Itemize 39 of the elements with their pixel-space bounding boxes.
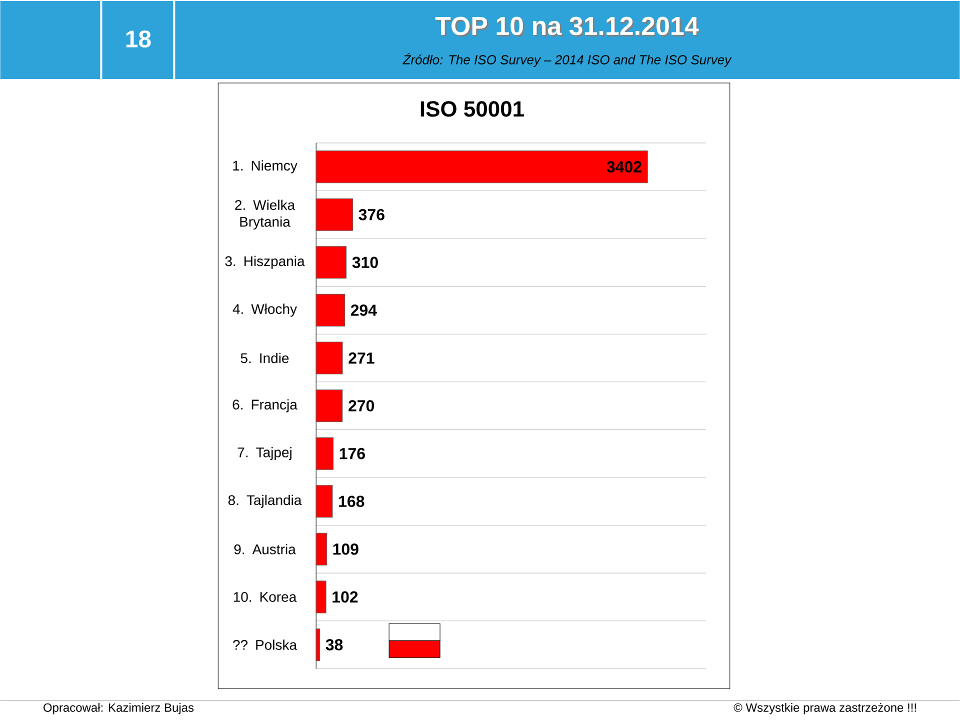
data-label: 102	[332, 592, 358, 603]
data-label: 310	[352, 256, 378, 268]
data-label: 168	[339, 496, 364, 508]
bar	[316, 485, 333, 518]
chart-subtitle: ISO 50001	[420, 101, 524, 117]
chart-title: TOP 10 na 31.12.2014	[436, 18, 700, 37]
bar	[316, 580, 326, 614]
data-label: 376	[358, 209, 384, 220]
text: © Wszystkie prawa zastrzeżone !!!	[734, 703, 916, 714]
y-tick-label: 4. Włochy	[232, 304, 297, 317]
y-tick-label: 1. Niemcy	[233, 160, 298, 174]
y-tick-label: ?? Polska	[233, 640, 298, 650]
bar	[316, 294, 346, 327]
bar	[316, 198, 353, 232]
text: 18	[126, 30, 151, 48]
y-tick-label: 6. Francja	[232, 399, 298, 413]
y-tick-label: 3. Hiszpania	[225, 256, 305, 270]
data-label: 270	[348, 400, 374, 412]
bar	[316, 390, 343, 422]
y-tick-label: 2. Wielka Brytania	[235, 200, 296, 230]
data-label: 38	[326, 639, 343, 651]
y-tick-label: 8. Tajlandia	[228, 495, 302, 508]
y-tick-label: 5. Indie	[240, 353, 289, 364]
bar	[316, 150, 648, 184]
y-tick-label: 10. Korea	[234, 592, 297, 602]
text: Źródło: The ISO Survey – 2014 ISO and The ISO Survey	[402, 53, 732, 68]
bar	[316, 342, 343, 374]
data-label: 3402	[606, 161, 642, 173]
data-label: 271	[348, 352, 374, 364]
bar	[316, 438, 334, 470]
y-tick-label: 9. Austria	[234, 544, 296, 555]
bar	[316, 246, 347, 279]
text: Opracował: Kazimierz Bujas	[44, 703, 194, 714]
data-label: 176	[340, 448, 365, 460]
bar	[316, 533, 327, 566]
y-tick-label: 7. Tajpej	[238, 447, 292, 460]
bar	[316, 628, 320, 662]
data-label: 109	[333, 544, 358, 556]
data-label: 294	[350, 304, 377, 316]
